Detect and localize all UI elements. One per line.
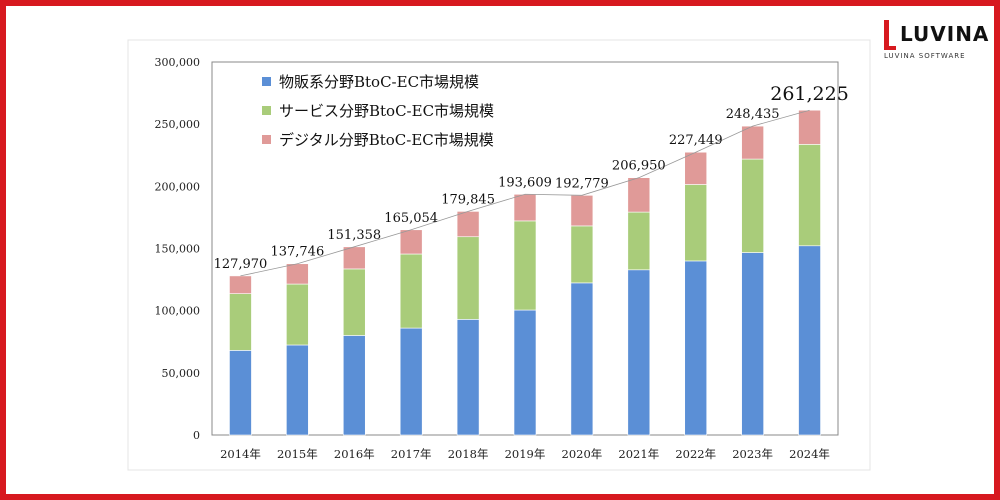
x-tick-label: 2019年 — [505, 447, 546, 461]
bar-segment-1 — [741, 252, 764, 436]
bar-segment-1 — [513, 309, 537, 436]
bar-segment-3 — [684, 151, 708, 185]
total-label: 206,950 — [612, 159, 666, 174]
y-tick-label: 50,000 — [162, 367, 201, 380]
total-trend-line — [240, 109, 810, 277]
x-tick-label: 2020年 — [562, 447, 603, 461]
bar-segment-2 — [741, 158, 764, 253]
bar-segment-2 — [627, 211, 651, 271]
bar-segment-2 — [513, 220, 537, 311]
total-label: 192,779 — [555, 176, 609, 191]
x-tick-label: 2022年 — [675, 447, 716, 461]
y-tick-label: 150,000 — [155, 243, 201, 256]
bar-segment-1 — [684, 260, 708, 436]
bar-segment-2 — [456, 236, 480, 320]
legend-label: サービス分野BtoC-EC市場規模 — [279, 102, 494, 120]
x-tick-label: 2015年 — [277, 447, 318, 461]
bar-segment-1 — [342, 335, 366, 436]
bar-segment-1 — [570, 282, 594, 436]
bar-segment-2 — [286, 283, 309, 346]
x-tick-label: 2016年 — [334, 447, 375, 461]
bar-segment-3 — [342, 246, 366, 270]
bar-segment-3 — [627, 177, 651, 213]
bar-segment-1 — [286, 344, 309, 436]
bar-segment-3 — [456, 211, 480, 238]
x-tick-label: 2018年 — [448, 447, 489, 461]
bar-segment-1 — [456, 319, 480, 436]
bar-segment-3 — [741, 125, 764, 160]
total-label: 127,970 — [214, 257, 268, 272]
legend-label: 物販系分野BtoC-EC市場規模 — [279, 73, 479, 91]
bar-segment-3 — [798, 109, 821, 145]
total-label: 151,358 — [327, 228, 381, 243]
total-label: 137,746 — [270, 245, 324, 260]
total-label: 193,609 — [498, 175, 552, 190]
bar-segment-2 — [570, 225, 594, 284]
x-tick-label: 2021年 — [618, 447, 659, 461]
y-tick-label: 200,000 — [155, 180, 201, 193]
bar-segment-1 — [399, 327, 423, 436]
bar-segment-3 — [286, 263, 309, 285]
bar-segment-2 — [229, 293, 252, 351]
bar-segment-3 — [399, 229, 423, 255]
luvina-logo: LUVINA LUVINA SOFTWARE — [880, 16, 988, 66]
legend-label: デジタル分野BtoC-EC市場規模 — [279, 131, 494, 149]
logo-subtitle: LUVINA SOFTWARE — [884, 52, 966, 60]
y-tick-label: 250,000 — [155, 118, 201, 131]
legend-swatch — [262, 77, 271, 86]
bar-segment-2 — [399, 253, 423, 329]
y-tick-label: 0 — [193, 429, 200, 442]
bar-segment-3 — [570, 195, 594, 227]
bar-segment-1 — [627, 269, 651, 436]
total-label: 261,225 — [770, 83, 849, 105]
bar-segment-3 — [229, 275, 252, 294]
x-tick-label: 2017年 — [391, 447, 432, 461]
total-label: 165,054 — [384, 211, 438, 226]
total-label: 179,845 — [441, 192, 495, 207]
x-tick-label: 2024年 — [789, 447, 830, 461]
chart-border — [127, 39, 871, 471]
total-label: 248,435 — [726, 107, 780, 122]
bar-segment-2 — [684, 184, 708, 262]
bar-segment-1 — [798, 245, 821, 436]
logo-mark — [884, 20, 896, 50]
bar-segment-2 — [798, 144, 821, 247]
total-label: 227,449 — [669, 133, 723, 148]
legend-swatch — [262, 135, 271, 144]
x-tick-label: 2023年 — [732, 447, 773, 461]
y-tick-label: 100,000 — [155, 305, 201, 318]
bar-segment-3 — [513, 193, 537, 222]
y-tick-label: 300,000 — [155, 56, 201, 69]
logo-word: LUVINA — [900, 22, 990, 46]
bar-segment-2 — [342, 268, 366, 336]
x-tick-label: 2014年 — [220, 447, 261, 461]
bar-segment-1 — [229, 350, 252, 436]
legend-swatch — [262, 106, 271, 115]
